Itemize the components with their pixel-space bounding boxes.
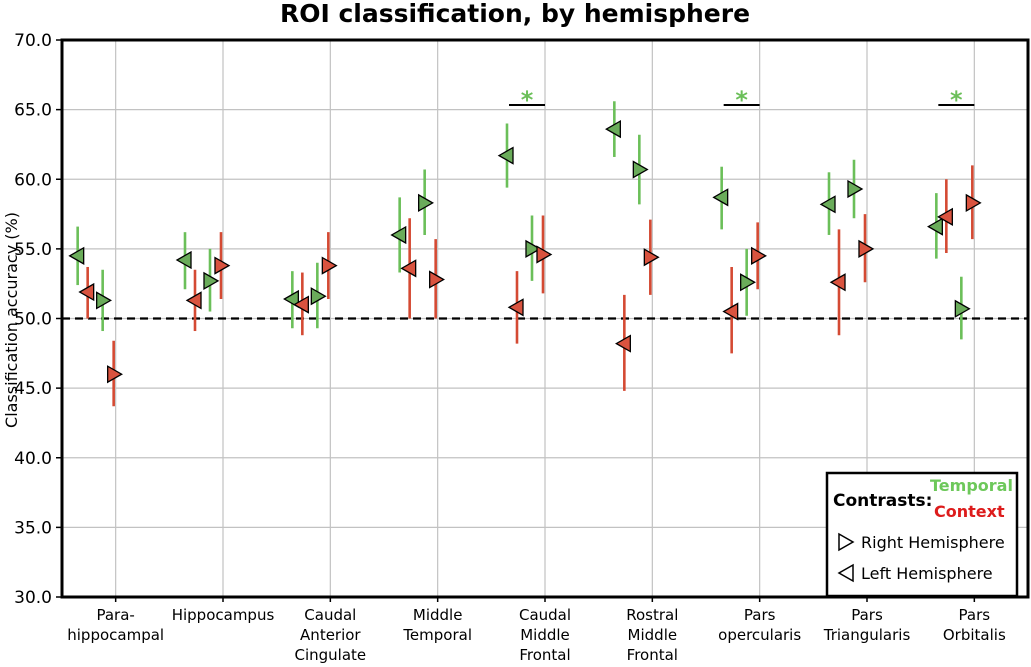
left-triangle-marker xyxy=(68,246,85,265)
right-triangle-marker xyxy=(107,365,123,384)
right-triangle-marker xyxy=(954,299,971,318)
chart-title: ROI classification, by hemisphere xyxy=(280,0,750,28)
right-triangle-marker xyxy=(643,248,660,267)
y-tick-label: 70.0 xyxy=(14,31,52,51)
left-triangle-marker xyxy=(605,119,621,139)
right-triangle-marker xyxy=(418,193,434,213)
x-category-label: Pars xyxy=(744,606,776,624)
significance-markers: * * * xyxy=(509,86,975,114)
legend-context-label: Context xyxy=(934,502,1005,521)
left-triangle-marker xyxy=(283,289,299,309)
right-triangle-marker xyxy=(751,246,767,265)
x-category-label: Temporal xyxy=(402,626,472,644)
y-tick-label: 65.0 xyxy=(14,101,52,121)
x-category-label: Triangularis xyxy=(823,626,911,644)
left-triangle-marker xyxy=(185,291,202,310)
left-triangle-marker xyxy=(390,225,407,245)
x-category-label: opercularis xyxy=(718,626,801,644)
x-category-label: Middle xyxy=(413,606,463,624)
legend-right-hemisphere-label: Right Hemisphere xyxy=(861,533,1005,552)
significance-star: * xyxy=(735,86,748,114)
x-category-label: Pars xyxy=(959,606,991,624)
x-category-label: Anterior xyxy=(300,626,361,644)
right-triangle-marker xyxy=(214,256,231,275)
y-tick-label: 35.0 xyxy=(14,518,52,538)
y-tick-label: 45.0 xyxy=(14,379,52,399)
right-triangle-marker xyxy=(740,273,756,292)
left-triangle-marker xyxy=(615,334,631,353)
x-category-label: Pars xyxy=(851,606,883,624)
legend-title: Contrasts: xyxy=(833,491,932,511)
right-triangle-marker xyxy=(536,245,553,264)
x-category-label: Para- xyxy=(96,606,134,624)
legend-left-hemisphere-label: Left Hemisphere xyxy=(861,564,993,583)
y-axis-ticks: 30.0 35.0 40.0 45.0 50.0 55.0 60.0 65.0 70.0 xyxy=(14,31,62,608)
right-triangle-marker xyxy=(310,287,327,306)
right-triangle-marker xyxy=(429,270,445,289)
x-category-label: Orbitalis xyxy=(943,626,1006,644)
y-axis-label: Classification accuracy (%) xyxy=(2,212,21,428)
left-triangle-marker xyxy=(937,207,953,226)
error-bars xyxy=(76,101,974,407)
left-triangle-marker xyxy=(722,302,739,321)
left-triangle-marker xyxy=(507,298,524,317)
right-triangle-marker xyxy=(847,179,864,199)
x-category-label: Caudal xyxy=(519,606,571,624)
left-triangle-marker xyxy=(175,250,192,270)
x-category-label: Middle xyxy=(520,626,570,644)
y-tick-label: 60.0 xyxy=(14,170,52,190)
right-triangle-marker xyxy=(525,239,542,258)
x-category-label: Frontal xyxy=(627,646,678,664)
x-category-label: Caudal xyxy=(304,606,356,624)
x-category-label: Rostral xyxy=(626,606,678,624)
right-triangle-marker xyxy=(965,193,982,213)
markers xyxy=(68,119,982,384)
x-category-label: hippocampal xyxy=(67,626,164,644)
significance-star: * xyxy=(521,86,534,114)
legend-temporal-label: Temporal xyxy=(930,476,1013,495)
y-tick-label: 30.0 xyxy=(14,588,52,608)
x-category-label: Cingulate xyxy=(295,646,367,664)
left-triangle-marker xyxy=(293,295,309,314)
legend: Contrasts: Temporal Context Right Hemisp… xyxy=(825,471,1019,598)
legend-box xyxy=(825,471,1019,598)
x-category-label: Frontal xyxy=(519,646,570,664)
right-triangle-marker xyxy=(858,239,875,258)
right-triangle-marker xyxy=(632,160,649,179)
right-triangle-marker xyxy=(203,271,220,291)
left-triangle-icon xyxy=(837,563,854,583)
x-axis-labels: Para-hippocampal Hippocampus Caudal Anterio… xyxy=(67,597,1006,664)
y-tick-label: 55.0 xyxy=(14,240,52,260)
x-category-label: Middle xyxy=(628,626,678,644)
x-category-label: Hippocampus xyxy=(172,606,275,624)
left-triangle-marker xyxy=(829,273,846,292)
right-triangle-marker xyxy=(321,256,338,275)
y-tick-label: 40.0 xyxy=(14,449,52,469)
left-triangle-marker xyxy=(819,195,836,214)
y-tick-label: 50.0 xyxy=(14,310,52,330)
left-triangle-marker xyxy=(497,146,514,165)
significance-star: * xyxy=(950,86,963,114)
right-triangle-icon xyxy=(838,532,855,552)
left-triangle-marker xyxy=(400,259,417,278)
left-triangle-marker xyxy=(78,282,95,302)
left-triangle-marker xyxy=(927,217,943,236)
right-triangle-marker xyxy=(96,291,112,310)
left-triangle-marker xyxy=(712,188,729,207)
